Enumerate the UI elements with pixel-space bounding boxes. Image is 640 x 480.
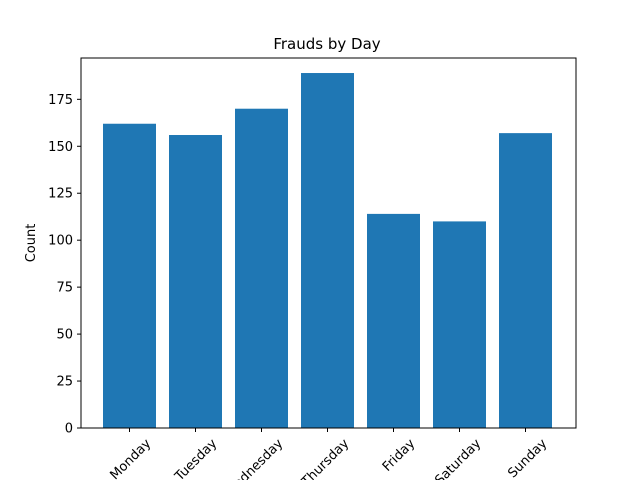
x-axis-ticks: Monday Tuesday Wednesday Thursday Friday Satu…: [107, 428, 551, 480]
x-tick-label: Tuesday: [172, 436, 221, 480]
bar-saturday: [433, 221, 486, 428]
x-tick-label: Sunday: [505, 436, 550, 480]
y-tick-label: 25: [56, 375, 73, 390]
bar-tuesday: [169, 135, 222, 429]
bar-sunday: [499, 133, 552, 429]
y-tick-label: 175: [48, 93, 73, 108]
y-tick-label: 0: [65, 422, 73, 437]
chart-title: Frauds by Day: [273, 35, 380, 53]
y-tick-label: 100: [48, 234, 73, 249]
y-tick-label: 150: [48, 140, 73, 155]
bars-group: [103, 73, 552, 429]
bar-wednesday: [235, 108, 288, 428]
y-axis-label: Count: [24, 224, 39, 263]
plot-frame: [80, 57, 577, 429]
y-tick-label: 75: [56, 281, 73, 296]
y-tick-label: 125: [48, 187, 73, 202]
y-axis-ticks: 0 25 50 75 100 125 150 175: [48, 93, 81, 437]
x-tick-label: Saturday: [432, 436, 484, 480]
x-tick-label: Wednesday: [223, 436, 287, 480]
bar-monday: [103, 123, 156, 429]
y-tick-label: 50: [56, 328, 73, 343]
x-tick-label: Friday: [380, 436, 419, 475]
x-tick-label: Monday: [107, 436, 154, 480]
bar-thursday: [301, 73, 354, 428]
x-tick-label: Thursday: [298, 436, 352, 480]
bar-friday: [367, 213, 420, 428]
